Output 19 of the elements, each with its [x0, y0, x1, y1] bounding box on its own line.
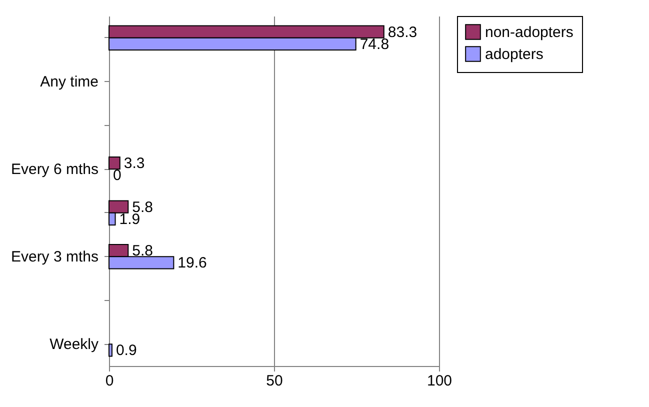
x-tick-label: 50 — [266, 372, 283, 390]
legend-label: non-adopters — [485, 24, 574, 41]
data-label: 74.8 — [360, 36, 390, 53]
legend-label: adopters — [485, 46, 544, 63]
data-label: 5.8 — [132, 242, 153, 260]
x-tick-label: 0 — [105, 372, 114, 390]
y-tick-label: Any time — [40, 74, 98, 91]
data-label: 0.9 — [116, 342, 137, 360]
data-label: 1.9 — [119, 210, 140, 228]
data-label: 0 — [113, 167, 122, 184]
data-label: 3.3 — [124, 155, 145, 172]
bar — [108, 156, 120, 170]
y-tick-label: Every 6 mths — [10, 161, 98, 178]
y-tick-label: Weekly — [50, 336, 99, 354]
data-label: 83.3 — [388, 24, 418, 41]
x-tick-label: 100 — [426, 372, 452, 390]
bar — [108, 344, 112, 357]
data-label: 19.6 — [178, 254, 207, 272]
y-tick-label: Every 3 mths — [10, 248, 98, 266]
